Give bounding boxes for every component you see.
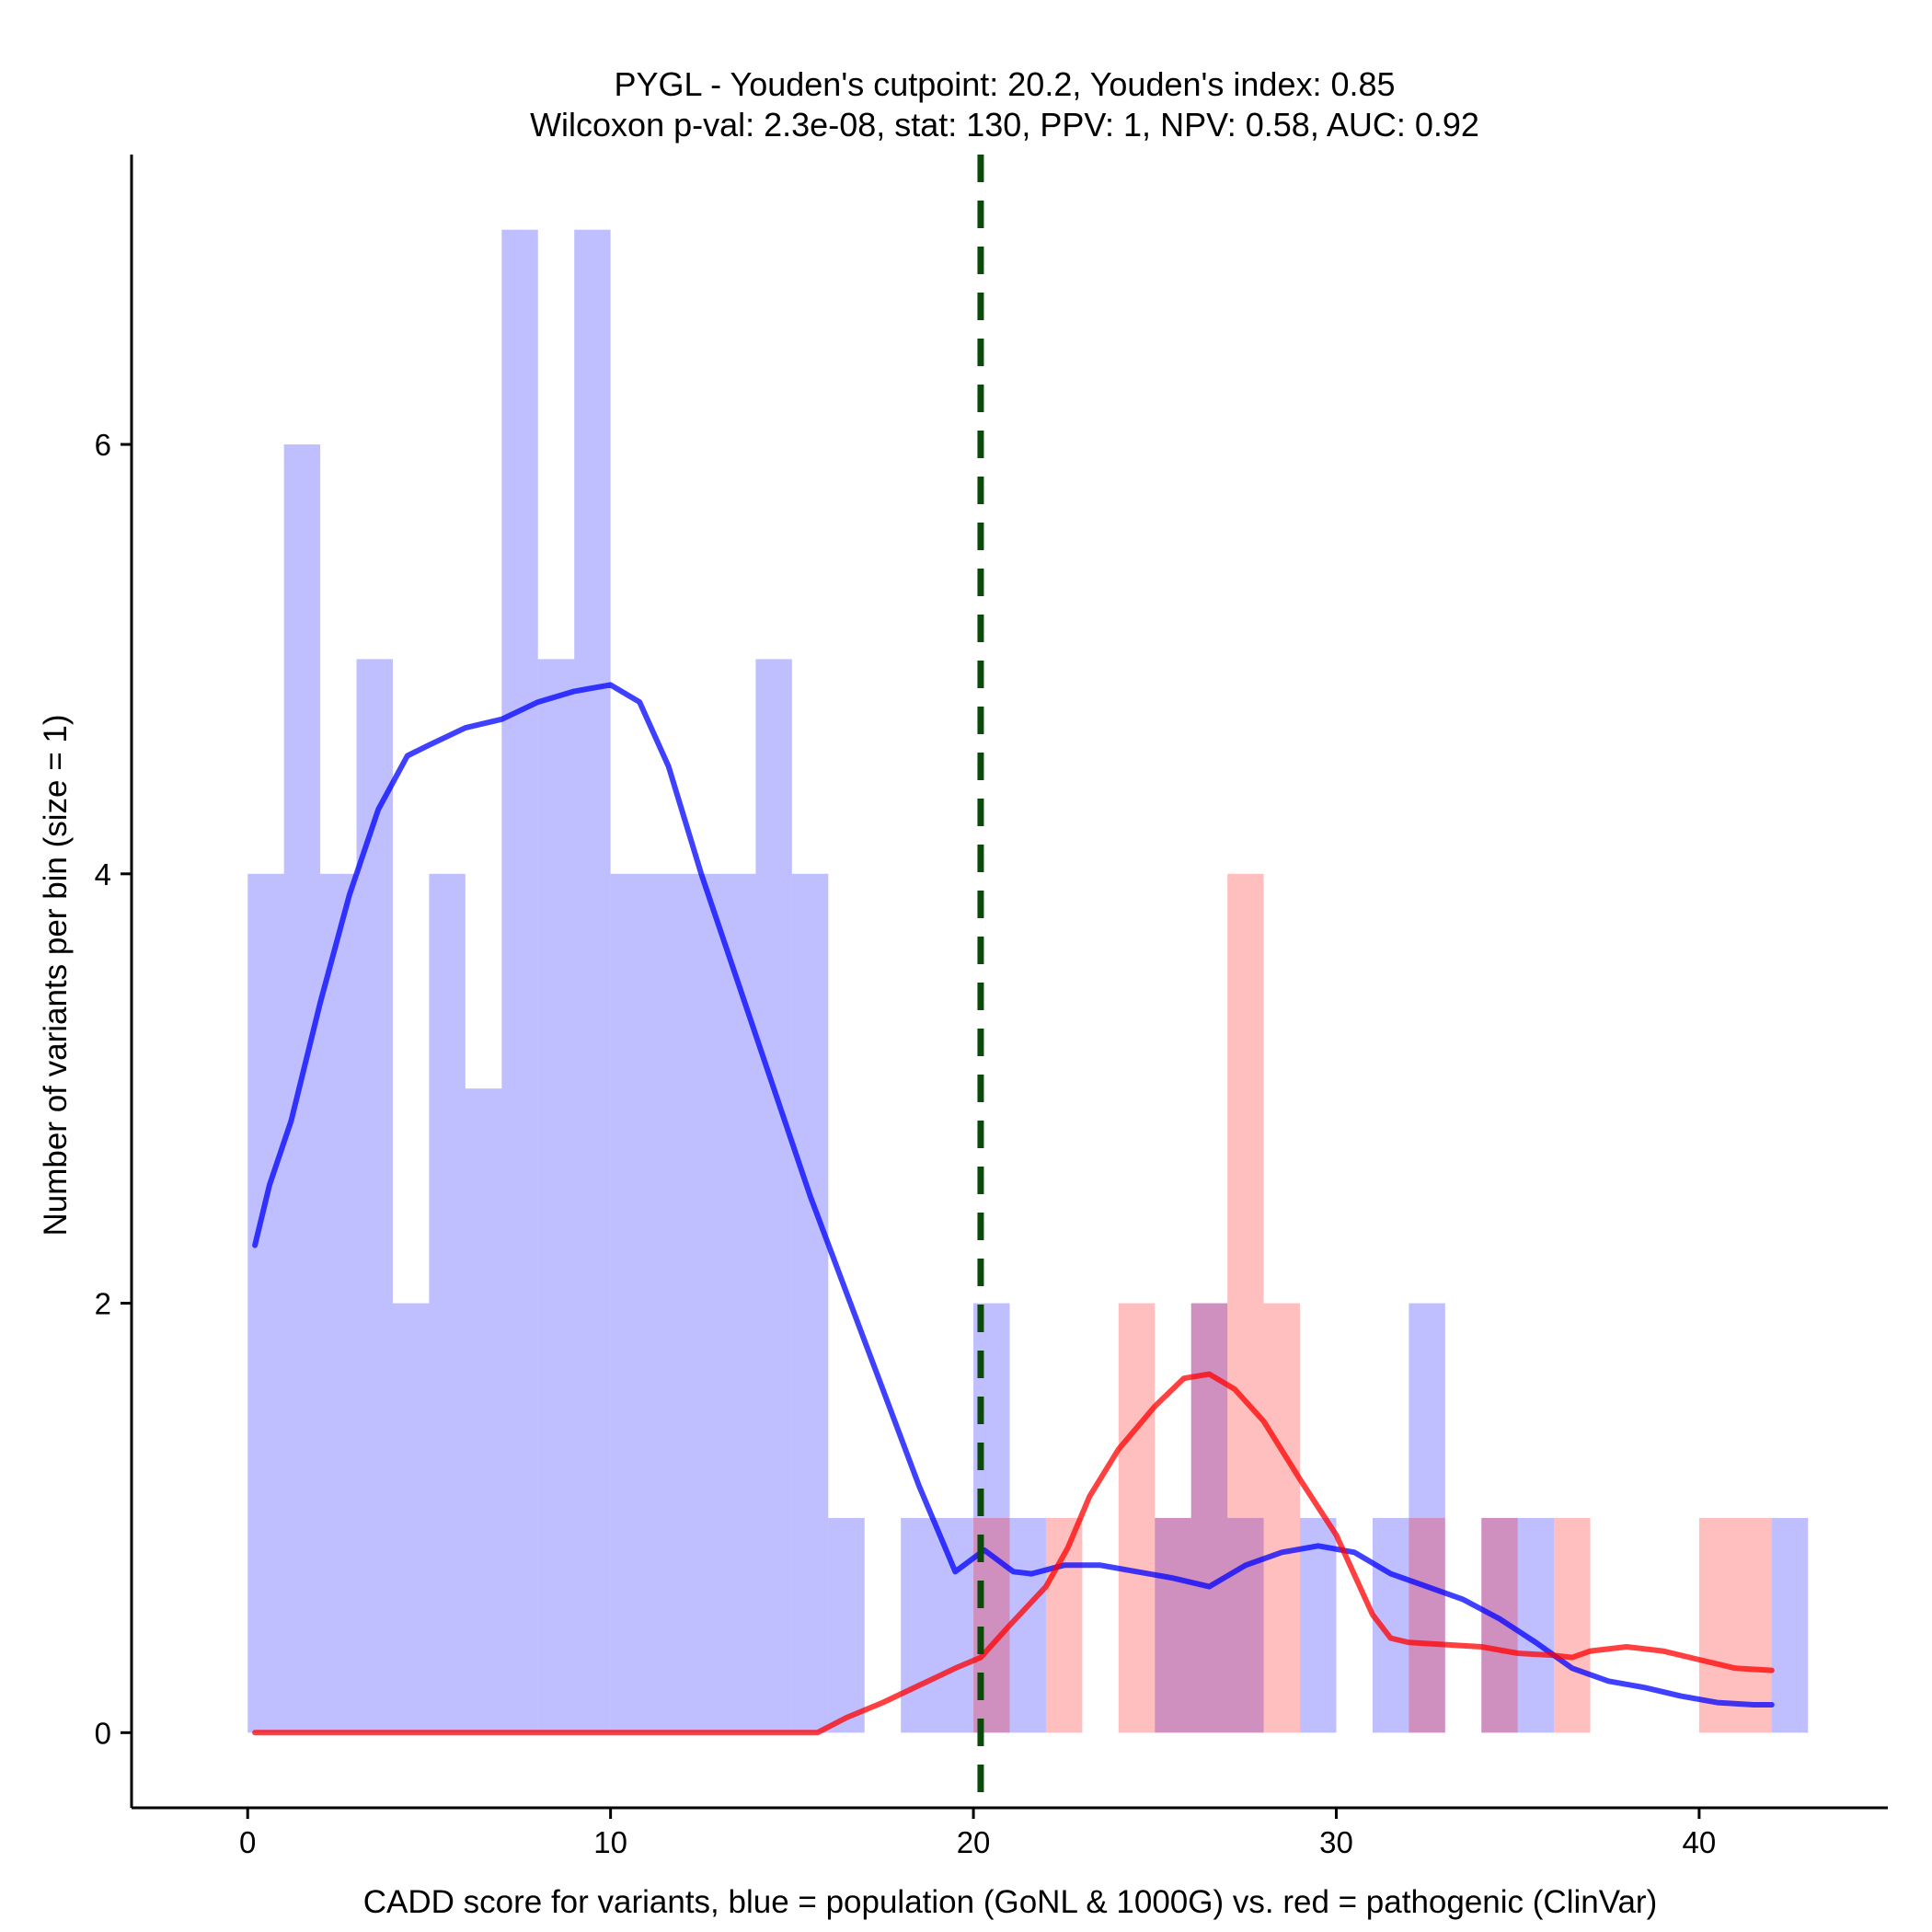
pathogenic-bar (1263, 1303, 1301, 1733)
pathogenic-bar (1409, 1517, 1445, 1733)
population-bar (247, 873, 284, 1733)
population-bar (574, 229, 611, 1733)
population-bar (1771, 1517, 1809, 1733)
population-bar (1227, 1517, 1264, 1733)
pathogenic-bar (1155, 1517, 1191, 1733)
population-density-line (252, 682, 1775, 1708)
x-tick-label: 30 (1319, 1825, 1353, 1859)
population-bar (465, 1088, 502, 1733)
population-bar (610, 873, 648, 1733)
population-bar (320, 873, 357, 1733)
population-bar (283, 444, 321, 1733)
population-bar (356, 659, 393, 1733)
pathogenic-density-line (252, 1371, 1775, 1736)
y-tick-label: 4 (95, 857, 111, 891)
population-bar (755, 659, 792, 1733)
x-axis-ticks: 0 10 20 30 40 (239, 1808, 1716, 1859)
y-tick-label: 6 (95, 428, 111, 462)
population-bar (1300, 1517, 1337, 1733)
pathogenic-bar (1227, 873, 1264, 1733)
population-bar (683, 873, 719, 1733)
axes (130, 155, 1888, 1810)
pathogenic-bar (1190, 1303, 1228, 1733)
population-bar (719, 873, 756, 1733)
population-bar (1517, 1517, 1555, 1733)
chart-title: PYGL - Youden's cutpoint: 20.2, Youden's… (614, 65, 1395, 103)
x-tick-label: 0 (239, 1825, 256, 1859)
population-bar (647, 873, 684, 1733)
population-bar (1009, 1517, 1046, 1733)
population-bar (828, 1517, 865, 1733)
y-axis-ticks: 0 2 4 6 (95, 428, 132, 1750)
pathogenic-bar (1554, 1517, 1591, 1733)
pathogenic-bar (1698, 1517, 1736, 1733)
population-bar (937, 1517, 974, 1733)
pathogenic-bar (1118, 1303, 1156, 1733)
y-tick-label: 0 (95, 1716, 111, 1750)
x-tick-label: 20 (957, 1825, 991, 1859)
population-bar (429, 873, 466, 1733)
density-curves (252, 682, 1775, 1736)
population-bar (501, 229, 538, 1733)
x-tick-label: 10 (593, 1825, 627, 1859)
population-bar (791, 873, 829, 1733)
y-tick-label: 2 (95, 1287, 111, 1321)
population-bar (392, 1303, 430, 1733)
y-axis-title: Number of variants per bin (size = 1) (38, 714, 74, 1236)
population-bar (537, 659, 575, 1733)
x-axis-title: CADD score for variants, blue = populati… (363, 1884, 1658, 1920)
population-bar (901, 1517, 937, 1733)
x-tick-label: 40 (1683, 1825, 1717, 1859)
population-bar (1155, 1517, 1191, 1733)
population-bar (1409, 1303, 1445, 1733)
population-bars (247, 229, 1809, 1733)
pathogenic-bar (1735, 1517, 1772, 1733)
chart-subtitle: Wilcoxon p-val: 2.3e-08, stat: 130, PPV:… (530, 106, 1479, 144)
pathogenic-bars (973, 873, 1772, 1733)
